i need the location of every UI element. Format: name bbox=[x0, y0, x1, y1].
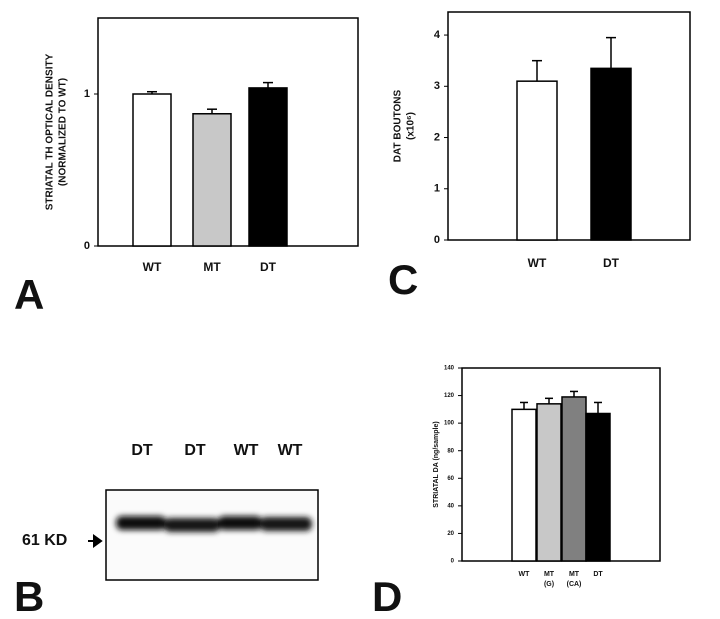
x-tick-label: WT bbox=[528, 256, 547, 270]
panel-label: A bbox=[14, 271, 44, 318]
plot-frame bbox=[447, 11, 691, 241]
x-tick-label: DT bbox=[260, 260, 277, 274]
panel-label: B bbox=[14, 573, 44, 619]
y-tick-label: 4 bbox=[434, 29, 441, 41]
y-tick-label: 20 bbox=[447, 531, 454, 537]
y-tick-label: 0 bbox=[434, 234, 440, 246]
bar bbox=[132, 93, 172, 247]
y-tick-label: 60 bbox=[447, 476, 454, 482]
bar bbox=[561, 396, 587, 562]
bar bbox=[248, 87, 288, 247]
y-tick-label: 120 bbox=[444, 393, 455, 399]
x-tick-label: WT bbox=[519, 571, 531, 578]
marker-label: 61 KD bbox=[22, 532, 67, 549]
bar bbox=[511, 408, 537, 562]
x-tick-note: (G) bbox=[544, 581, 554, 588]
blot: DT DT WT WT 61 KD bbox=[22, 442, 319, 581]
y-tick-label: 0 bbox=[451, 559, 455, 565]
y-axis-label: STRIATAL DA (ng/sample) bbox=[433, 421, 440, 507]
panel-label: C bbox=[388, 256, 418, 303]
bar bbox=[590, 67, 632, 241]
y-tick-label: 80 bbox=[447, 448, 454, 454]
y-axis-label: (x10⁶) bbox=[406, 112, 417, 140]
x-tick-label: MT bbox=[203, 260, 221, 274]
lane-label: WT bbox=[234, 442, 259, 459]
y-tick-label: 140 bbox=[444, 366, 455, 372]
lane-label: DT bbox=[131, 442, 153, 459]
bar bbox=[585, 412, 611, 562]
y-tick-label: 1 bbox=[84, 88, 90, 100]
blot-bands bbox=[116, 516, 312, 532]
x-tick-label: MT bbox=[544, 571, 555, 578]
y-axis-label: (NORMALIZED TO WT) bbox=[58, 78, 69, 186]
x-tick-label: DT bbox=[593, 571, 603, 578]
panel-label: D bbox=[372, 573, 402, 619]
y-axis-label: STRIATAL TH OPTICAL DENSITY bbox=[45, 53, 56, 210]
x-tick-label: DT bbox=[603, 256, 620, 270]
x-tick-note: (CA) bbox=[567, 581, 582, 588]
lane-label: DT bbox=[184, 442, 206, 459]
y-tick-label: 0 bbox=[84, 240, 90, 252]
x-tick-label: WT bbox=[143, 260, 162, 274]
x-tick-label: MT bbox=[569, 571, 580, 578]
bar bbox=[536, 403, 562, 562]
y-axis-label: DAT BOUTONS bbox=[393, 89, 404, 162]
bar bbox=[192, 113, 232, 247]
y-tick-label: 3 bbox=[434, 80, 440, 92]
y-tick-label: 100 bbox=[444, 421, 455, 427]
y-tick-label: 40 bbox=[447, 503, 454, 509]
bar bbox=[516, 80, 558, 241]
y-tick-label: 2 bbox=[434, 131, 440, 143]
y-tick-label: 1 bbox=[434, 183, 440, 195]
blot-frame bbox=[105, 489, 319, 581]
marker-arrow bbox=[88, 534, 103, 548]
lane-label: WT bbox=[278, 442, 303, 459]
